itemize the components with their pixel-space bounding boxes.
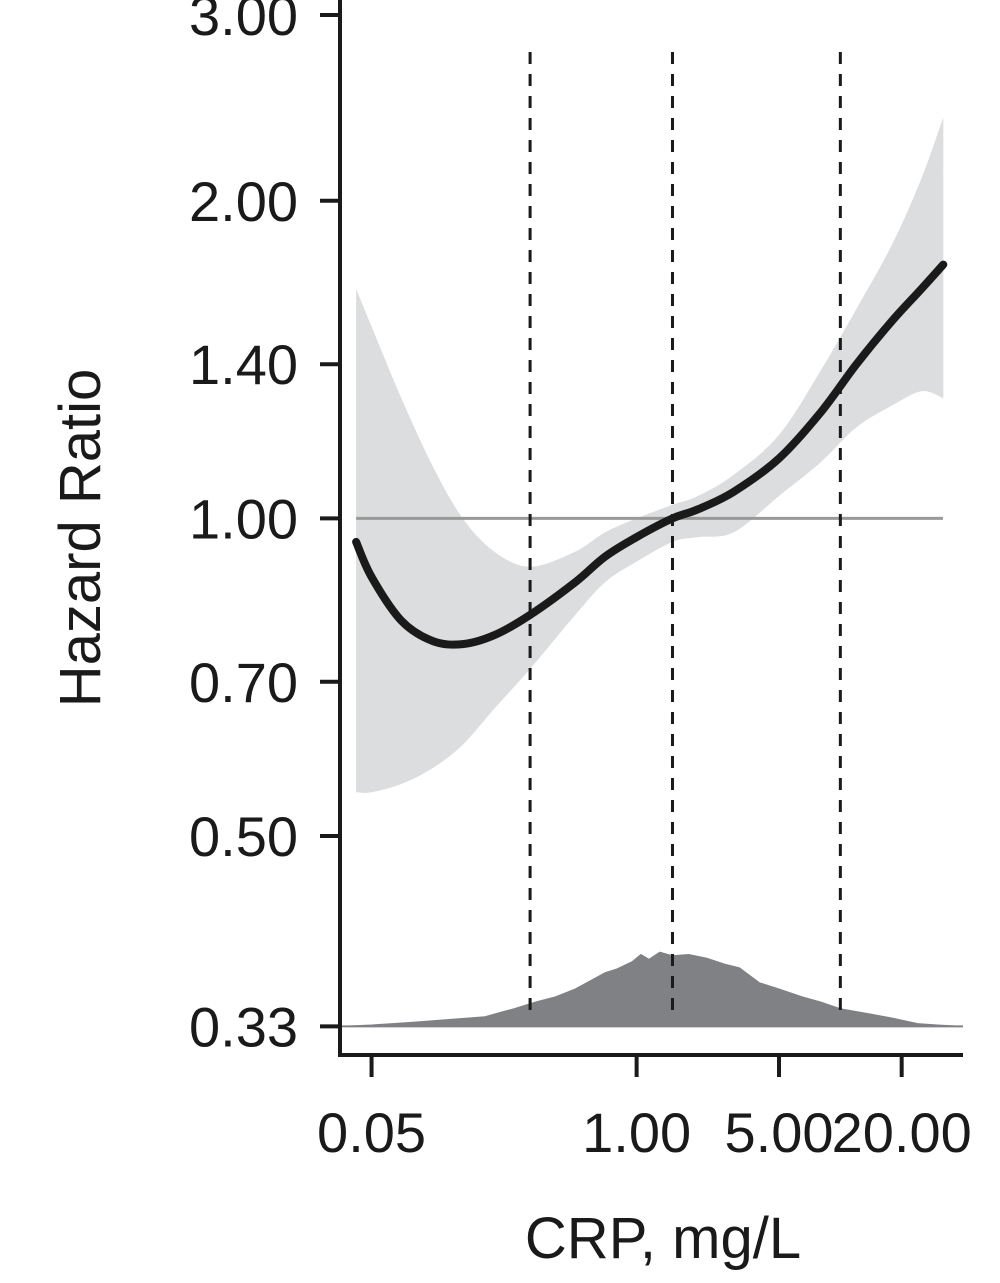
crp-distribution-density: [339, 951, 964, 1027]
vertical-lines-layer: [528, 52, 842, 1020]
y-tick-label: 0.33: [189, 995, 298, 1058]
x-axis-title: CRP, mg/L: [525, 1206, 801, 1271]
y-tick-label: 0.50: [189, 805, 298, 868]
axes-layer: [338, 0, 963, 1057]
x-tick-label: 20.00: [832, 1101, 972, 1164]
y-tick-label: 1.40: [189, 333, 298, 396]
y-tick-label: 1.00: [189, 487, 298, 550]
x-tick-label: 1.00: [582, 1101, 691, 1164]
y-tick-label: 2.00: [189, 170, 298, 233]
x-tick-label: 5.00: [725, 1101, 834, 1164]
hazard-ratio-curve: [352, 260, 948, 649]
x-tick-label: 0.05: [317, 1101, 426, 1164]
y-axis-title: Hazard Ratio: [48, 369, 113, 707]
y-ticks: 0.33 0.50 0.70 1.00 1.40 2.00 3.00: [189, 0, 340, 1058]
y-tick-label: 3.00: [189, 0, 298, 47]
density-layer: [339, 951, 964, 1028]
hazard-curve-layer: [352, 260, 948, 649]
confidence-band-layer: [356, 117, 944, 793]
confidence-band: [356, 117, 944, 793]
y-tick-label: 0.70: [189, 651, 298, 714]
